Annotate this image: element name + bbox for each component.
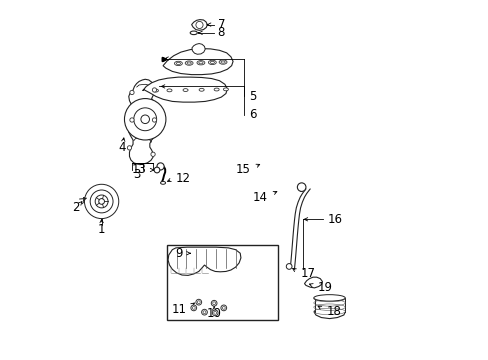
- Text: 11: 11: [171, 303, 186, 316]
- Ellipse shape: [153, 89, 158, 92]
- Polygon shape: [313, 306, 345, 319]
- Circle shape: [212, 302, 215, 305]
- Ellipse shape: [176, 62, 180, 64]
- Polygon shape: [304, 277, 322, 288]
- Circle shape: [154, 167, 160, 173]
- Text: 6: 6: [248, 108, 256, 121]
- Ellipse shape: [186, 62, 191, 64]
- Circle shape: [211, 300, 217, 306]
- Circle shape: [134, 108, 156, 131]
- Text: 14: 14: [252, 191, 267, 204]
- Polygon shape: [142, 77, 227, 102]
- Text: 5: 5: [248, 90, 256, 103]
- Circle shape: [196, 299, 201, 305]
- Bar: [166, 245, 278, 320]
- Polygon shape: [128, 79, 157, 164]
- Circle shape: [213, 311, 216, 314]
- Ellipse shape: [185, 61, 193, 65]
- Text: 2: 2: [72, 201, 80, 214]
- Text: 9: 9: [175, 247, 183, 260]
- Text: 19: 19: [317, 282, 332, 294]
- Text: 13: 13: [131, 163, 146, 176]
- Circle shape: [95, 195, 108, 208]
- Ellipse shape: [183, 89, 188, 91]
- Circle shape: [197, 301, 200, 303]
- Ellipse shape: [166, 89, 172, 92]
- Ellipse shape: [208, 60, 216, 64]
- Ellipse shape: [210, 61, 214, 63]
- Circle shape: [152, 118, 156, 122]
- Text: 17: 17: [300, 267, 315, 280]
- Ellipse shape: [199, 88, 203, 91]
- Text: 16: 16: [326, 213, 342, 226]
- Ellipse shape: [221, 61, 225, 63]
- Ellipse shape: [219, 60, 226, 64]
- Ellipse shape: [223, 88, 228, 91]
- Text: 15: 15: [236, 163, 250, 176]
- Text: 12: 12: [176, 172, 190, 185]
- Polygon shape: [191, 19, 207, 30]
- Text: 1: 1: [98, 223, 105, 236]
- Circle shape: [130, 90, 134, 95]
- Ellipse shape: [190, 31, 197, 35]
- Circle shape: [157, 163, 164, 170]
- Circle shape: [84, 184, 119, 219]
- Bar: [314, 298, 344, 312]
- Circle shape: [151, 152, 155, 157]
- Ellipse shape: [160, 181, 165, 184]
- Circle shape: [124, 99, 165, 140]
- Circle shape: [285, 264, 291, 269]
- Text: 8: 8: [217, 26, 224, 39]
- Text: 3: 3: [133, 168, 141, 181]
- Circle shape: [152, 88, 156, 92]
- Circle shape: [297, 183, 305, 192]
- Text: 10: 10: [206, 307, 221, 320]
- Ellipse shape: [313, 295, 345, 301]
- Text: 4: 4: [118, 141, 126, 154]
- Polygon shape: [163, 49, 233, 75]
- Polygon shape: [168, 247, 241, 275]
- Ellipse shape: [198, 62, 203, 64]
- Circle shape: [141, 115, 149, 123]
- Circle shape: [201, 309, 207, 315]
- Circle shape: [190, 305, 196, 311]
- Circle shape: [192, 306, 195, 309]
- Circle shape: [221, 305, 226, 311]
- Circle shape: [127, 146, 131, 150]
- Text: 18: 18: [326, 305, 341, 318]
- Ellipse shape: [174, 61, 182, 66]
- Circle shape: [196, 21, 203, 28]
- Circle shape: [90, 190, 113, 213]
- Circle shape: [130, 118, 134, 122]
- Circle shape: [203, 311, 205, 314]
- Circle shape: [222, 306, 225, 309]
- Ellipse shape: [197, 60, 204, 65]
- Circle shape: [212, 310, 218, 316]
- Polygon shape: [192, 44, 205, 54]
- Text: 7: 7: [217, 18, 225, 31]
- Ellipse shape: [214, 88, 219, 91]
- Circle shape: [99, 199, 104, 204]
